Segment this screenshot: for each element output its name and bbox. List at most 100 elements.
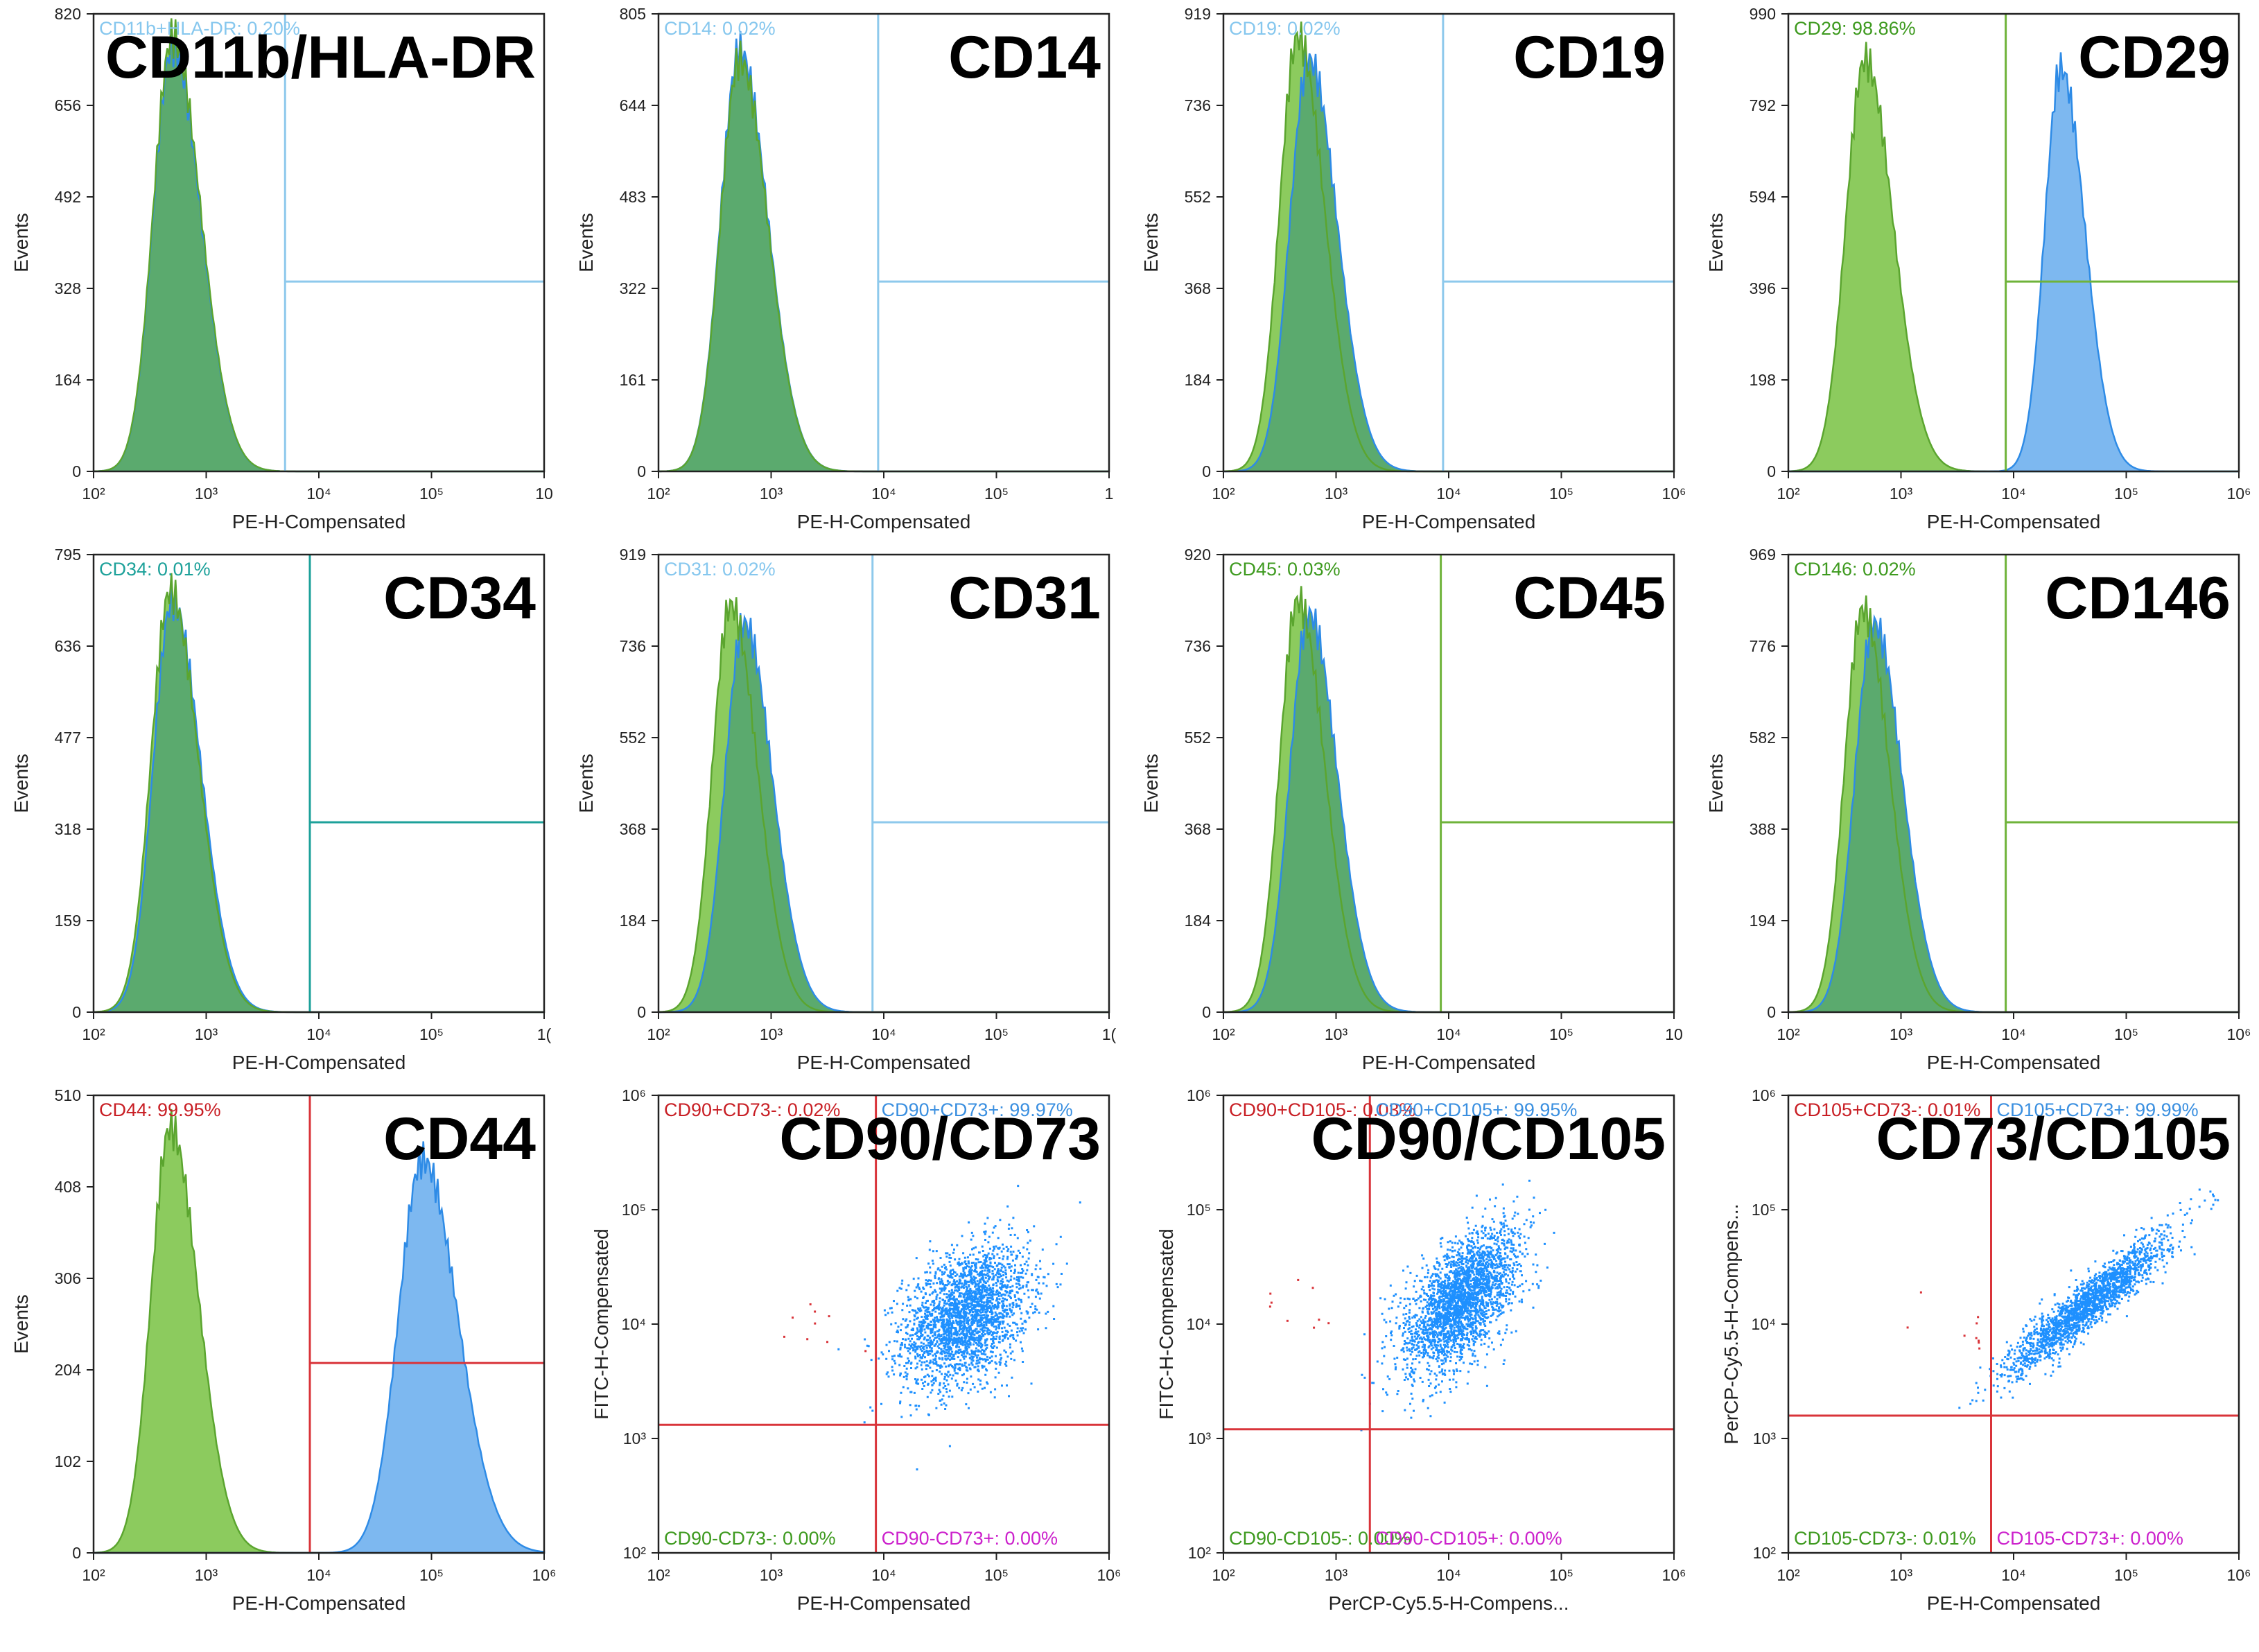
quadrant-ll-label: CD105-CD73-: 0.01% <box>1794 1528 1976 1549</box>
y-axis-label: Events <box>10 213 32 272</box>
y-tick-label: 164 <box>55 371 82 389</box>
chart-svg: CD105+CD73-: 0.01% CD105+CD73+: 99.99% CD1… <box>1720 1086 2251 1614</box>
outlier-dot <box>1975 1337 1978 1339</box>
y-tick-label: 328 <box>55 279 81 297</box>
quadrant-ur-label: CD90+CD105+: 99.95% <box>1375 1099 1577 1120</box>
y-tick-label: 0 <box>1202 1003 1211 1021</box>
y-tick-label: 198 <box>1750 371 1776 389</box>
marker-title: CD73/CD105 <box>1876 1106 2231 1172</box>
quadrant-ur-label: CD105+CD73+: 99.99% <box>1997 1099 2199 1120</box>
y-tick-label: 10⁴ <box>1752 1315 1776 1333</box>
y-tick-label: 594 <box>1750 188 1777 206</box>
x-tick-label: 10⁵ <box>2114 485 2138 503</box>
y-tick-label: 920 <box>1185 546 1211 564</box>
panel-cd19: CD19: 0.02% 0 184 368 552 736 919 Events 10² 10³ 1… <box>1130 0 1686 541</box>
x-tick-label: 10⁴ <box>871 485 896 503</box>
y-tick-label: 0 <box>72 1544 81 1562</box>
y-axis-label: Events <box>1705 754 1727 813</box>
sample-histogram-fill <box>1788 613 2239 1012</box>
x-axis-label: PE-H-Compensated <box>232 511 406 532</box>
y-tick-label: 0 <box>637 462 646 480</box>
chart-svg: CD34: 0.01% 0 159 318 477 636 795 Events 10² 10³ 1… <box>10 546 552 1073</box>
x-axis-label: PE-H-Compensated <box>1927 1052 2101 1073</box>
y-tick-label: 10⁵ <box>1187 1201 1211 1219</box>
panel-cd11b-hla-dr: CD11b+HLA-DR: 0.20% 0 164 328 492 656 820 Event… <box>0 0 555 541</box>
x-tick-label: 10³ <box>195 1566 218 1584</box>
x-tick-label: 10³ <box>1890 485 1913 503</box>
outlier-dot <box>783 1335 785 1338</box>
outlier-dot <box>1963 1334 1966 1337</box>
gate-label: CD146: 0.02% <box>1794 559 1916 580</box>
x-tick-label: 10⁴ <box>2001 485 2025 503</box>
quadrant-ul-label: CD90+CD73-: 0.02% <box>664 1099 840 1120</box>
chart-svg: CD45: 0.03% 0 184 368 552 736 920 Events 10² 10³ 1… <box>1140 546 1683 1073</box>
y-tick-label: 792 <box>1750 96 1776 114</box>
x-tick-label: 1( <box>537 1025 552 1043</box>
outlier-dot <box>1978 1341 1980 1344</box>
x-axis-label: PE-H-Compensated <box>1362 1052 1536 1073</box>
outlier-dot <box>1311 1287 1314 1289</box>
x-tick-label: 10⁵ <box>2114 1566 2138 1584</box>
y-tick-label: 0 <box>1767 1003 1776 1021</box>
outlier-dot <box>1318 1319 1320 1321</box>
y-tick-label: 552 <box>1185 188 1211 206</box>
outlier-dot <box>1297 1278 1300 1281</box>
y-axis-label: FITC-H-Compensated <box>591 1228 612 1419</box>
panel-cd44: CD44: 99.95% 0 102 204 306 408 510 Events 10² 10³… <box>0 1081 557 1622</box>
x-axis-label: PE-H-Compensated <box>232 1052 406 1073</box>
x-tick-label: 10³ <box>1325 1025 1348 1043</box>
x-tick-label: 10⁵ <box>984 1025 1009 1043</box>
chart-svg: CD146: 0.02% 0 194 388 582 776 969 Events 10² 10³… <box>1705 546 2251 1073</box>
panel-cd31: CD31: 0.02% 0 184 368 552 736 919 Events 10² 10³ 1… <box>565 541 1119 1081</box>
chart-svg: CD11b+HLA-DR: 0.20% 0 164 328 492 656 820 Event… <box>10 5 553 532</box>
marker-title: CD45 <box>1513 565 1666 632</box>
x-tick-label: 10³ <box>195 1025 218 1043</box>
y-tick-label: 161 <box>620 371 646 389</box>
x-tick-label: 10² <box>82 1566 105 1584</box>
gate-label: CD44: 99.95% <box>99 1099 221 1120</box>
y-tick-label: 10⁶ <box>1187 1086 1211 1104</box>
panel-cd14: CD14: 0.02% 0 161 322 483 644 805 Events 10² 10³ 1… <box>565 0 1119 541</box>
quadrant-ul-label: CD90+CD105-: 0.03% <box>1229 1099 1415 1120</box>
y-tick-label: 10² <box>623 1544 647 1562</box>
y-tick-label: 408 <box>55 1178 81 1196</box>
x-tick-label: 10³ <box>1325 1566 1348 1584</box>
quadrant-lr-label: CD90-CD73+: 0.00% <box>882 1528 1058 1549</box>
y-tick-label: 0 <box>1767 462 1776 480</box>
outlier-dot <box>828 1315 830 1318</box>
y-tick-label: 795 <box>55 546 81 564</box>
y-tick-label: 10³ <box>623 1429 647 1447</box>
quadrant-lr-label: CD90-CD105+: 0.00% <box>1375 1528 1562 1549</box>
y-tick-label: 368 <box>1185 279 1211 297</box>
outlier-dot <box>1906 1326 1909 1329</box>
x-tick-label: 10² <box>82 485 105 503</box>
outlier-dot <box>1978 1347 1981 1350</box>
x-tick-label: 10⁴ <box>1436 1566 1460 1584</box>
x-tick-label: 10⁵ <box>419 1566 444 1584</box>
event-dots <box>1958 1188 2219 1409</box>
y-tick-label: 0 <box>72 462 81 480</box>
y-tick-label: 184 <box>1185 912 1212 930</box>
x-tick-label: 10⁵ <box>984 1566 1009 1584</box>
event-dots <box>1360 1179 1555 1432</box>
x-axis-label: PE-H-Compensated <box>797 1592 971 1614</box>
y-tick-label: 483 <box>620 188 646 206</box>
y-axis-label: Events <box>1140 213 1162 272</box>
outlier-dot <box>864 1350 867 1353</box>
sample-histogram-fill <box>1223 603 1674 1012</box>
x-tick-label: 10³ <box>760 1025 783 1043</box>
quadrant-ul-label: CD105+CD73-: 0.01% <box>1794 1099 1980 1120</box>
y-tick-label: 184 <box>1185 371 1212 389</box>
x-tick-label: 10² <box>1777 485 1800 503</box>
panel-cd29: CD29: 98.86% 0 198 396 594 792 990 Events 10² 10³… <box>1695 0 2251 541</box>
y-tick-label: 184 <box>620 912 647 930</box>
y-tick-label: 0 <box>1202 462 1211 480</box>
y-axis-label: FITC-H-Compensated <box>1155 1228 1177 1419</box>
x-tick-label: 10⁵ <box>419 485 444 503</box>
panel-cd45: CD45: 0.03% 0 184 368 552 736 920 Events 10² 10³ 1… <box>1130 541 1684 1081</box>
quadrant-lr-label: CD105-CD73+: 0.00% <box>1997 1528 2183 1549</box>
y-tick-label: 322 <box>620 279 646 297</box>
x-tick-label: 10² <box>1212 1025 1235 1043</box>
x-tick-label: 10⁴ <box>2001 1025 2025 1043</box>
y-tick-label: 10³ <box>1188 1429 1212 1447</box>
